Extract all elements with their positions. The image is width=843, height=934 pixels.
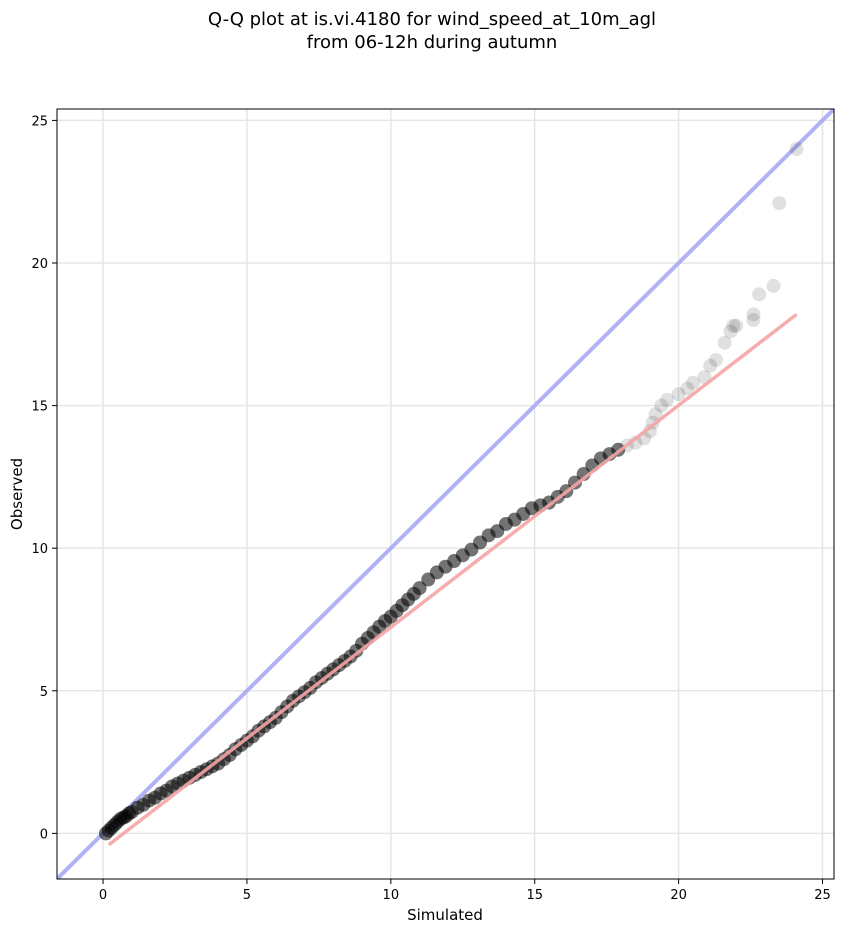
quantile-point (671, 387, 686, 402)
quantile-point (746, 313, 761, 328)
x-tick-label: 10 (383, 888, 400, 903)
quantile-point (789, 141, 804, 156)
y-axis-ticks: 0 5 10 15 20 25 (31, 114, 57, 842)
x-tick-label: 15 (526, 888, 543, 903)
y-tick-label: 15 (31, 400, 48, 415)
y-tick-label: 0 (40, 827, 48, 842)
plot-area-frame (56, 108, 835, 880)
y-axis-label: Observed (8, 458, 26, 530)
quantile-point (772, 196, 787, 211)
regression-fit-line (107, 312, 798, 847)
quantile-point (703, 358, 718, 373)
x-axis-ticks: 0 5 10 15 20 25 (99, 879, 831, 903)
x-tick-label: 20 (670, 888, 687, 903)
quantile-point (726, 318, 741, 333)
y-tick-label: 25 (31, 114, 48, 129)
chart-subtitle: from 06-12h during autumn (307, 32, 558, 53)
quantile-point (729, 318, 744, 333)
quantile-point (766, 278, 781, 293)
quantile-point (654, 398, 669, 413)
x-tick-label: 0 (99, 888, 107, 903)
y-tick-label: 20 (31, 257, 48, 272)
quantile-point (642, 424, 657, 439)
quantile-point (746, 307, 761, 322)
y-tick-label: 10 (31, 542, 48, 557)
y-tick-label: 5 (40, 685, 48, 700)
quantile-point (685, 375, 700, 390)
quantile-point (680, 381, 695, 396)
x-axis-label: Simulated (407, 906, 483, 924)
quantile-point (752, 287, 767, 302)
quantile-point (723, 324, 738, 339)
identity-reference-line (57, 109, 834, 879)
x-tick-label: 5 (243, 888, 251, 903)
quantile-point (717, 335, 732, 350)
grid-lines (57, 109, 834, 879)
quantile-point (709, 352, 724, 367)
chart-title: Q-Q plot at is.vi.4180 for wind_speed_at… (208, 9, 656, 30)
quantile-point (412, 581, 427, 596)
quantile-point (648, 407, 663, 422)
x-tick-label: 25 (814, 888, 831, 903)
quantile-point (660, 392, 675, 407)
